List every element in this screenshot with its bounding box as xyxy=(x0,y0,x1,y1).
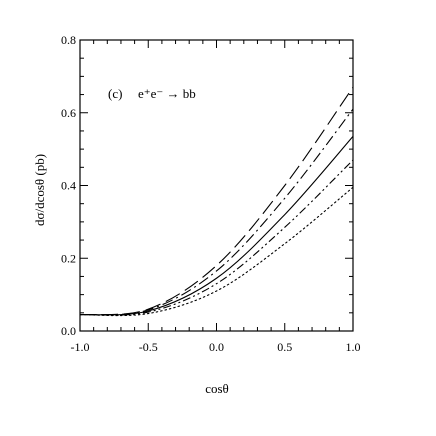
x-tick-label: -0.5 xyxy=(139,340,158,354)
x-tick-label: 0.0 xyxy=(209,340,224,354)
series-line-dash-dot-dot xyxy=(79,159,354,316)
x-axis-label: cosθ xyxy=(205,381,229,396)
series-line-dotted xyxy=(79,186,354,317)
series-line-long-dash xyxy=(79,86,354,316)
tick-marks xyxy=(79,39,354,332)
y-tick-label: 0.2 xyxy=(61,251,76,265)
x-tick-label: 0.5 xyxy=(277,340,292,354)
x-tick-label: -1.0 xyxy=(71,340,90,354)
panel-label: (c) xyxy=(108,86,122,101)
data-curves xyxy=(79,86,354,317)
y-axis-label: dσ/dcosθ (pb) xyxy=(32,154,47,226)
y-tick-label: 0.6 xyxy=(61,106,76,120)
series-line-solid xyxy=(79,136,354,316)
x-tick-label: 1.0 xyxy=(346,340,361,354)
y-tick-label: 0.8 xyxy=(61,33,76,47)
y-tick-label: 0.4 xyxy=(61,179,76,193)
process-label: e⁺e⁻ → bb xyxy=(138,86,196,101)
y-tick-label: 0.0 xyxy=(61,324,76,338)
plot-frame xyxy=(79,39,354,332)
